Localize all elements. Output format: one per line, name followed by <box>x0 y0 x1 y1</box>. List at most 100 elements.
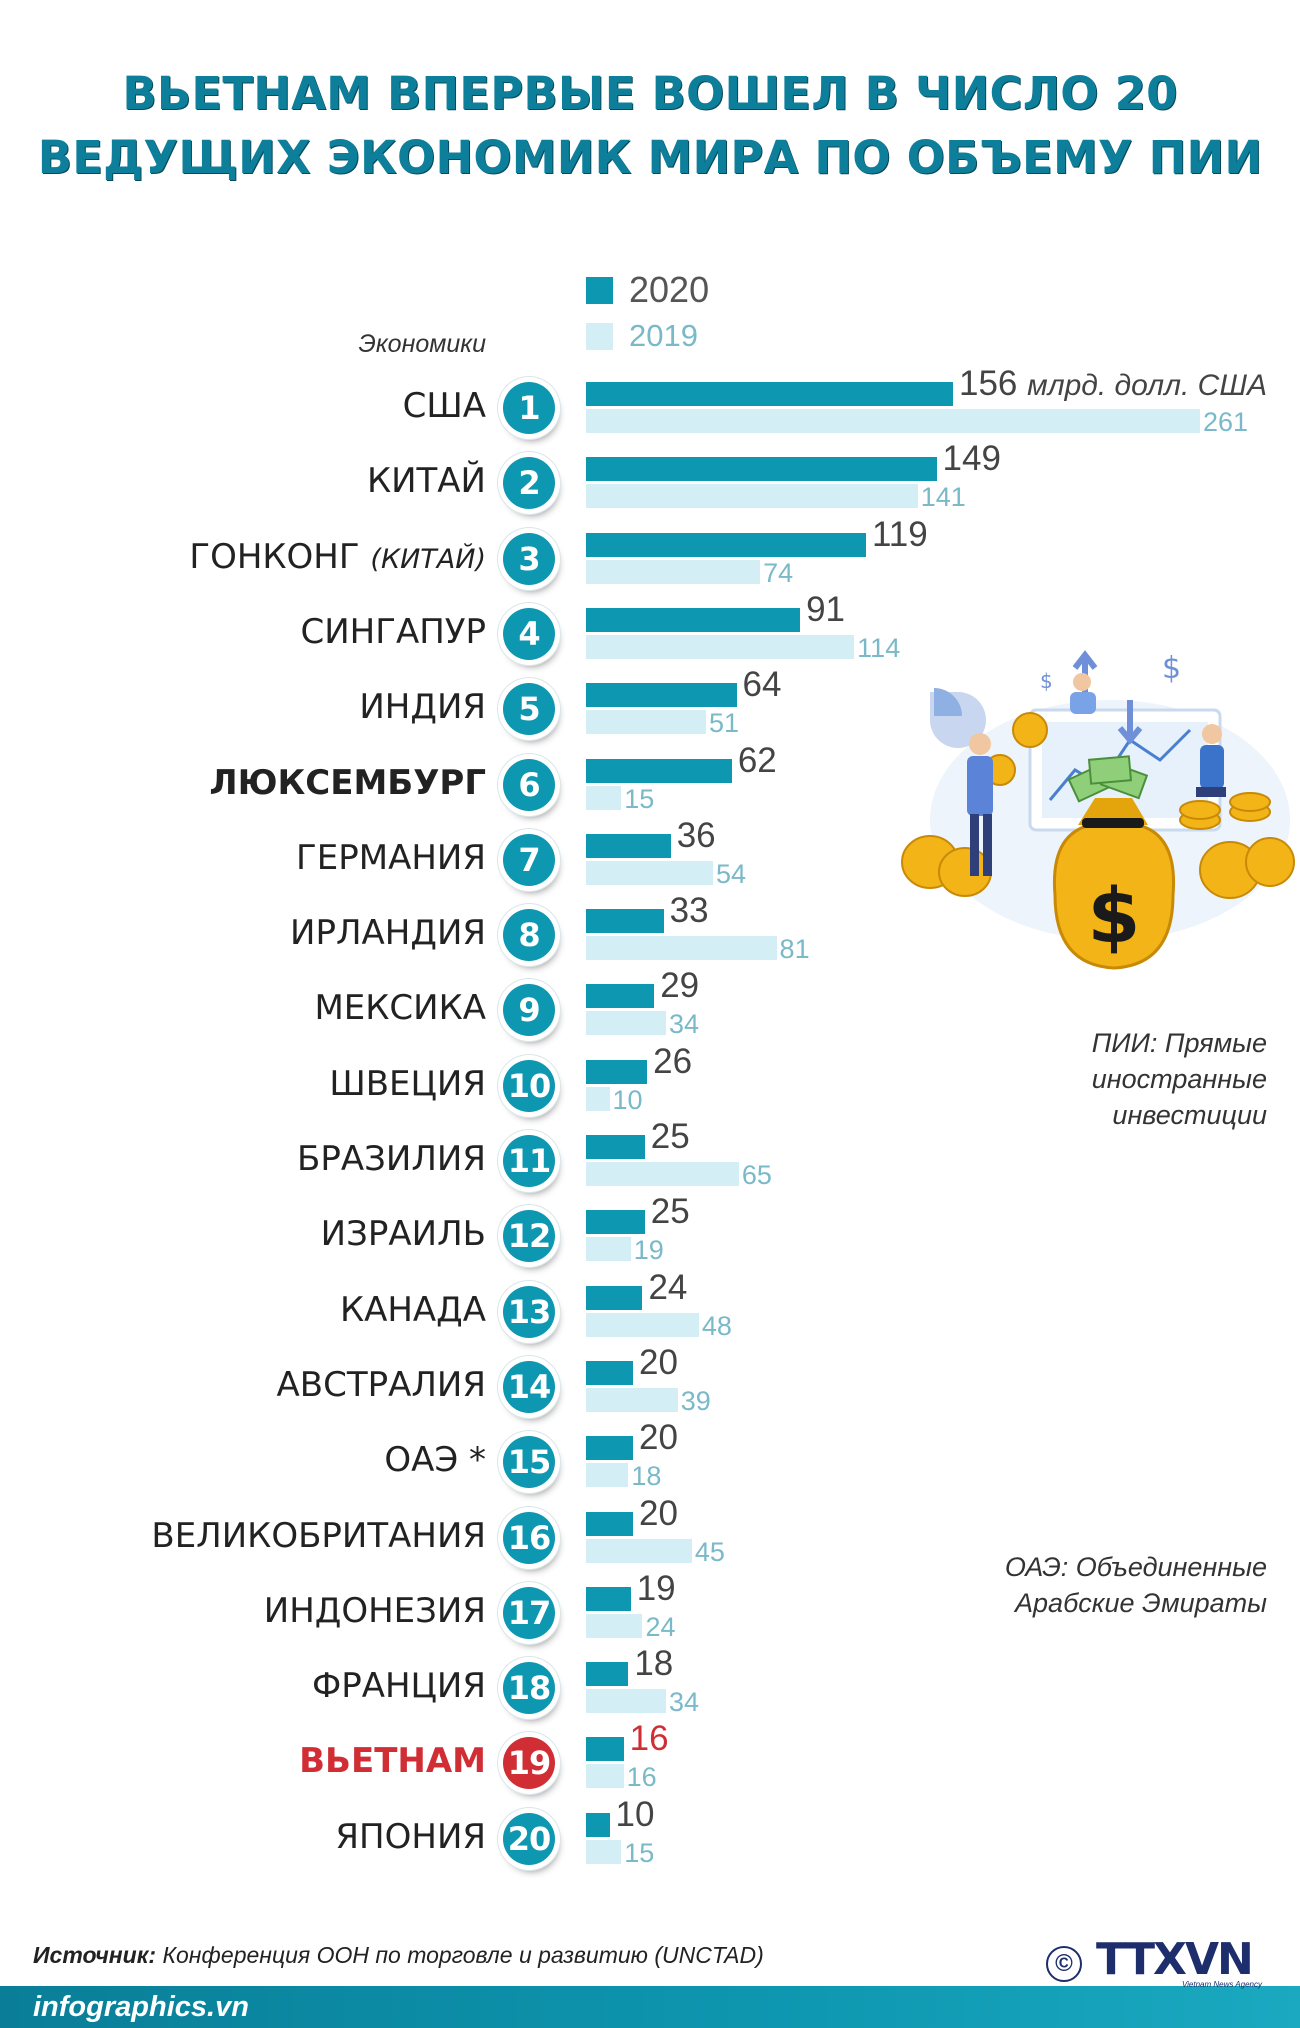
rank-badge: 3 <box>503 532 555 585</box>
rank-badge: 1 <box>503 382 555 434</box>
bar-2019 <box>586 1237 631 1262</box>
value-2020: 25 <box>650 1192 690 1232</box>
bar-2019 <box>586 1011 666 1036</box>
value-label-2019: 48 <box>701 1310 732 1341</box>
rank-badge: 7 <box>503 833 555 886</box>
economy-name: ЯПОНИЯ <box>335 1812 486 1862</box>
rank-badge: 17 <box>503 1586 555 1639</box>
economy-name-text: ВЬЕТНАМ <box>299 1741 486 1782</box>
bar-2019 <box>586 710 706 735</box>
source-text: Конференция ООН по торговле и развитию (… <box>156 1942 764 1968</box>
uae-note-line-2: Арабские Эмираты <box>1015 1588 1267 1618</box>
value-label-2020: 25 <box>651 1119 690 1155</box>
economy-name-text: ИРЛАНДИЯ <box>290 913 486 954</box>
economy-name-text: БРАЗИЛИЯ <box>297 1139 486 1179</box>
economy-name: ГОНКОНГ (КИТАЙ) <box>189 532 486 582</box>
value-label-2019: 15 <box>624 783 655 814</box>
bar-2020 <box>586 683 737 708</box>
economy-name-text: ГЕРМАНИЯ <box>296 837 486 878</box>
economy-name: ГЕРМАНИЯ <box>296 833 486 883</box>
legend-item-2019: 2019 <box>586 318 698 354</box>
bar-2020 <box>586 1511 634 1536</box>
value-label-2020: 10 <box>616 1796 655 1833</box>
value-2020: 29 <box>660 966 700 1006</box>
bar-2020 <box>586 532 866 557</box>
source-label: Источник: <box>33 1942 157 1968</box>
bar-2019 <box>586 484 918 509</box>
legend-item-2020: 2020 <box>586 272 709 308</box>
value-2020: 149 <box>942 439 1001 479</box>
value-label-2019: 19 <box>633 1235 664 1266</box>
rank-badge: 20 <box>503 1812 555 1865</box>
economy-name: БРАЗИЛИЯ <box>297 1134 486 1184</box>
investment-illustration: $ $ $ <box>901 650 1295 970</box>
rank-badge: 13 <box>503 1285 555 1338</box>
economy-name-text: ШВЕЦИЯ <box>329 1063 486 1104</box>
economy-name-text: СИНГАПУР <box>300 611 486 652</box>
economy-name-text: КАНАДА <box>339 1289 486 1330</box>
value-label-2019: 18 <box>631 1461 662 1492</box>
value-2020: 26 <box>653 1041 693 1081</box>
value-label-2019: 34 <box>668 1009 700 1040</box>
value-label-2020: 26 <box>653 1041 693 1081</box>
bar-2019 <box>586 1839 622 1864</box>
value-2020: 20 <box>639 1493 678 1533</box>
value-2020: 36 <box>676 815 716 855</box>
economy-name-text: ОАЭ * <box>384 1440 486 1481</box>
rank-badge: 5 <box>503 683 555 736</box>
value-label-2019: 15 <box>624 1837 655 1868</box>
bar-2020 <box>586 1210 645 1235</box>
value-2020: 19 <box>636 1568 676 1608</box>
economies-label: Экономики <box>358 330 486 358</box>
value-label-2019: 81 <box>779 934 810 965</box>
value-label-2019: 114 <box>857 632 901 663</box>
bar-2020 <box>586 1135 645 1159</box>
chart-title: ВЬЕТНАМ ВПЕРВЫЕ ВОШЕЛ В ЧИСЛО 20 ВЕДУЩИХ… <box>0 62 1300 190</box>
value-2020: 25 <box>650 1117 690 1156</box>
economy-name-text: ВЕЛИКОБРИТАНИЯ <box>151 1515 486 1556</box>
economy-name: ОАЭ * <box>384 1435 486 1485</box>
bar-2019 <box>586 559 761 584</box>
value-2020: 156 <box>958 364 1018 403</box>
value-label-2020: 20 <box>639 1420 678 1456</box>
value-label-2020: 91 <box>806 589 845 629</box>
value-label-2019: 24 <box>645 1611 676 1642</box>
value-label-2019: 45 <box>694 1536 725 1567</box>
bar-2020 <box>586 457 937 482</box>
economy-name: ФРАНЦИЯ <box>312 1661 486 1711</box>
economy-name: КИТАЙ <box>367 456 486 506</box>
value-label-2020: 33 <box>670 893 709 929</box>
rank-badge: 2 <box>503 457 555 510</box>
bar-2020 <box>586 1586 631 1611</box>
value-label-2019: 10 <box>612 1084 643 1115</box>
fdi-note-line-3: инвестиции <box>1112 1100 1267 1130</box>
value-label-2020: 20 <box>639 1493 678 1533</box>
economy-name-text: ЯПОНИЯ <box>335 1816 486 1857</box>
economy-name: ВЬЕТНАМ <box>299 1736 486 1786</box>
value-label-2020: 19 <box>636 1568 676 1608</box>
bar-2020 <box>586 1360 634 1385</box>
value-2020: 91 <box>806 589 845 629</box>
economy-name-text: ИНДОНЕЗИЯ <box>263 1590 486 1631</box>
rank-badge: 9 <box>503 984 555 1037</box>
economy-name: КАНАДА <box>340 1285 486 1335</box>
bar-2019 <box>586 1689 666 1714</box>
site-link[interactable]: infographics.vn <box>33 1991 249 2023</box>
bar-2019 <box>586 936 777 961</box>
bar-2019 <box>586 1162 739 1186</box>
economy-name: ИЗРАИЛЬ <box>321 1209 486 1259</box>
fdi-note-line-2: иностранные <box>1091 1064 1267 1094</box>
value-label-2019: 16 <box>626 1762 657 1793</box>
value-label-2020: 29 <box>660 968 699 1004</box>
economy-name-text: ИНДИЯ <box>359 687 486 728</box>
uae-note: ОАЭ: Объединенные Арабские Эмираты <box>1005 1549 1267 1621</box>
legend-label-2020: 2020 <box>629 269 710 310</box>
economy-name: ИРЛАНДИЯ <box>290 908 486 958</box>
rank-badge: 6 <box>503 758 555 811</box>
value-label-2020: 119 <box>872 516 928 553</box>
economy-name-text: ГОНКОНГ <box>189 536 371 577</box>
value-label-2020: 25 <box>651 1194 690 1230</box>
economy-name: ИНДОНЕЗИЯ <box>264 1586 486 1636</box>
rank-badge: 12 <box>503 1210 555 1263</box>
bar-2019 <box>586 1086 610 1111</box>
